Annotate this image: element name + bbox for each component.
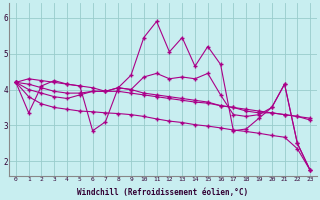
X-axis label: Windchill (Refroidissement éolien,°C): Windchill (Refroidissement éolien,°C)	[77, 188, 249, 197]
